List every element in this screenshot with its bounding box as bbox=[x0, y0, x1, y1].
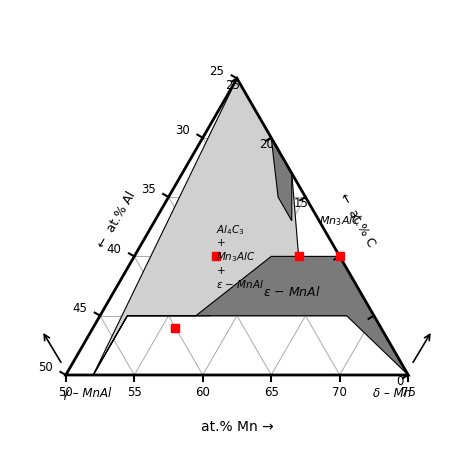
Text: 55: 55 bbox=[127, 386, 142, 399]
Text: 75: 75 bbox=[401, 386, 416, 399]
Polygon shape bbox=[93, 79, 299, 375]
Text: 65: 65 bbox=[264, 386, 279, 399]
Polygon shape bbox=[93, 256, 408, 375]
Text: 5: 5 bbox=[362, 316, 369, 329]
Text: 15: 15 bbox=[293, 198, 309, 210]
Text: γ – MnAl: γ – MnAl bbox=[63, 387, 111, 400]
Polygon shape bbox=[271, 138, 292, 221]
Text: Al$_4$C$_3$
+
Mn$_3$AlC
+
$\epsilon$ $-$ MnAl: Al$_4$C$_3$ + Mn$_3$AlC + $\epsilon$ $-$… bbox=[217, 223, 265, 290]
Text: 35: 35 bbox=[141, 183, 156, 196]
Text: at.% Mn →: at.% Mn → bbox=[201, 419, 273, 434]
Text: 25: 25 bbox=[210, 64, 224, 78]
Text: 20: 20 bbox=[259, 138, 274, 151]
Text: Mn$_3$AlC: Mn$_3$AlC bbox=[319, 214, 362, 228]
Text: $\epsilon$ $-$ MnAl: $\epsilon$ $-$ MnAl bbox=[263, 285, 321, 299]
Text: 50: 50 bbox=[38, 361, 53, 374]
Text: ←  at.% Al: ← at.% Al bbox=[96, 189, 138, 250]
Text: 0: 0 bbox=[396, 375, 404, 388]
Text: ←  at.% C: ← at.% C bbox=[336, 191, 377, 249]
Text: 30: 30 bbox=[175, 124, 190, 137]
Text: 60: 60 bbox=[195, 386, 210, 399]
Text: 25: 25 bbox=[225, 79, 240, 92]
Text: 45: 45 bbox=[73, 302, 87, 315]
Text: 40: 40 bbox=[107, 243, 121, 255]
Text: 50: 50 bbox=[58, 386, 73, 399]
Text: δ – Mn: δ – Mn bbox=[374, 387, 411, 400]
Text: 70: 70 bbox=[332, 386, 347, 399]
Text: 10: 10 bbox=[328, 257, 343, 270]
